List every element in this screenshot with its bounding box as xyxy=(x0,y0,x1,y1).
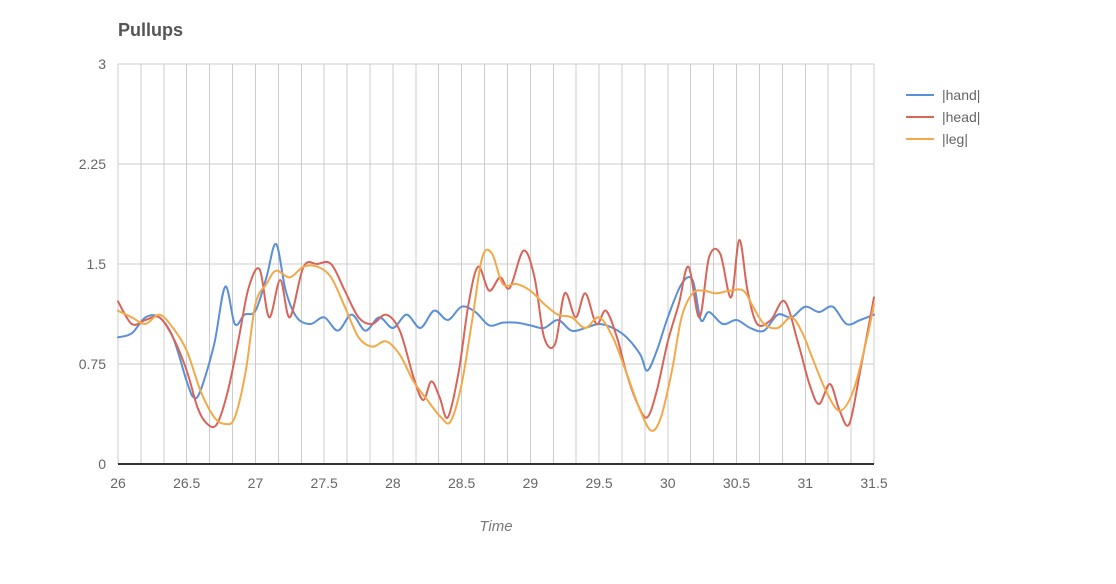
y-tick-label: 0.75 xyxy=(79,356,106,372)
series-line xyxy=(118,250,874,431)
x-tick-label: 27.5 xyxy=(311,475,338,491)
x-tick-label: 28 xyxy=(385,475,401,491)
y-tick-label: 1.5 xyxy=(87,256,107,272)
x-axis-label: Time xyxy=(118,518,874,535)
legend-swatch xyxy=(906,138,934,140)
legend-item[interactable]: |head| xyxy=(906,106,980,128)
legend-item[interactable]: |hand| xyxy=(906,84,980,106)
legend-label: |head| xyxy=(942,109,980,125)
x-tick-label: 30 xyxy=(660,475,676,491)
y-tick-label: 3 xyxy=(98,56,106,72)
x-tick-label: 31 xyxy=(797,475,813,491)
x-tick-label: 26 xyxy=(110,475,126,491)
legend-swatch xyxy=(906,94,934,96)
legend-swatch xyxy=(906,116,934,118)
x-tick-label: 30.5 xyxy=(723,475,750,491)
legend-label: |leg| xyxy=(942,131,968,147)
legend-label: |hand| xyxy=(942,87,980,103)
x-tick-label: 27 xyxy=(248,475,264,491)
y-tick-label: 2.25 xyxy=(79,156,106,172)
x-tick-label: 31.5 xyxy=(860,475,887,491)
x-tick-label: 29.5 xyxy=(585,475,612,491)
chart-container: Pullups 00.751.52.2532626.52727.52828.52… xyxy=(0,0,1116,584)
x-tick-label: 29 xyxy=(523,475,539,491)
legend-item[interactable]: |leg| xyxy=(906,128,980,150)
x-tick-label: 28.5 xyxy=(448,475,475,491)
x-tick-label: 26.5 xyxy=(173,475,200,491)
legend: |hand| |head| |leg| xyxy=(906,84,980,150)
y-tick-label: 0 xyxy=(98,456,106,472)
